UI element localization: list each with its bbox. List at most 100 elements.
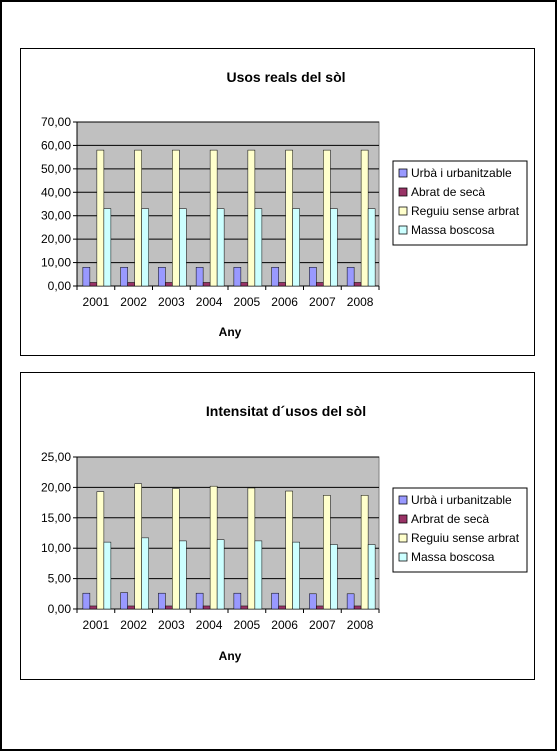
legend-box <box>392 487 528 573</box>
bar <box>103 208 112 287</box>
plot-area: 70,00 60,00 50,00 40,00 30,00 20,00 10,00 0,00 2… <box>41 115 380 309</box>
legend-swatch <box>398 225 408 235</box>
bar <box>158 267 166 287</box>
legend-swatch <box>398 495 408 505</box>
bar <box>165 605 173 610</box>
bar <box>285 149 293 287</box>
bar <box>247 149 256 287</box>
chart-intensitat-usos: Intensitat d´usos del sòl 25,00 20,00 15,0… <box>20 372 535 680</box>
bar <box>202 282 211 287</box>
x-tick-label: 2007 <box>309 618 336 632</box>
x-tick-label: 2003 <box>158 295 185 309</box>
legend-swatch <box>398 514 408 524</box>
bar <box>82 267 91 287</box>
legend-label: Abrat de secà <box>411 185 485 199</box>
bar <box>134 483 142 610</box>
bar <box>165 282 173 287</box>
legend-label: Massa boscosa <box>411 223 495 237</box>
bar <box>82 592 91 610</box>
bar <box>233 267 242 287</box>
legend-swatch <box>398 187 408 197</box>
y-tick-label: 30,00 <box>41 209 71 223</box>
bar <box>285 490 293 610</box>
x-tick-label: 2001 <box>83 295 110 309</box>
bar <box>323 149 331 287</box>
x-tick-label: 2006 <box>271 295 298 309</box>
legend-label: Massa boscosa <box>411 550 495 564</box>
x-tick-label: 2001 <box>83 618 110 632</box>
bar <box>254 208 263 287</box>
legend-swatch <box>398 552 408 562</box>
bar <box>240 605 249 610</box>
y-tick-label: 0,00 <box>48 602 72 616</box>
bar <box>271 592 279 610</box>
bar <box>103 541 112 610</box>
x-tick-label: 2008 <box>347 295 374 309</box>
bar <box>202 605 211 610</box>
bar <box>134 149 142 287</box>
y-tick-label: 70,00 <box>41 115 71 129</box>
bar <box>247 487 256 610</box>
bar <box>172 488 180 610</box>
legend-label: Reguiu sense arbrat <box>411 531 520 545</box>
bar <box>360 149 369 287</box>
bar <box>309 267 317 287</box>
bar <box>346 593 355 610</box>
bar <box>292 208 300 287</box>
x-tick-label: 2007 <box>309 295 336 309</box>
x-tick-label: 2008 <box>347 618 374 632</box>
chart-title: Intensitat d´usos del sòl <box>206 403 366 419</box>
bar <box>158 592 166 610</box>
bar <box>360 495 369 610</box>
legend-swatch <box>398 206 408 216</box>
bar <box>179 208 187 287</box>
x-tick-label: 2002 <box>120 295 147 309</box>
y-tick-label: 25,00 <box>41 450 71 464</box>
plot-area: 25,00 20,00 15,00 10,00 5,00 0,00 2001 2002 2003… <box>41 450 380 632</box>
x-tick-label: 2005 <box>234 295 261 309</box>
y-tick-label: 20,00 <box>41 480 71 494</box>
legend-swatch <box>398 533 408 543</box>
chart-svg: Usos reals del sòl 70,00 60,00 50,00 40,00 3… <box>41 69 528 339</box>
bar <box>316 282 324 287</box>
x-tick-label: 2004 <box>196 618 223 632</box>
bar <box>271 267 279 287</box>
y-tick-label: 10,00 <box>41 256 71 270</box>
bar <box>127 282 135 287</box>
x-tick-label: 2006 <box>271 618 298 632</box>
x-tick-label: 2002 <box>120 618 147 632</box>
legend-label: Urbà i urbanitzable <box>411 166 512 180</box>
y-tick-label: 20,00 <box>41 232 71 246</box>
x-tick-label: 2004 <box>196 295 223 309</box>
legend-swatch <box>398 168 408 178</box>
bar <box>292 541 300 610</box>
y-tick-label: 40,00 <box>41 185 71 199</box>
bar <box>96 491 105 610</box>
legend-label: Urbà i urbanitzable <box>411 493 512 507</box>
bar <box>216 208 225 287</box>
bar <box>240 282 249 287</box>
legend: Urbà i urbanitzable Arbrat de secà Reguiu … <box>392 487 528 573</box>
bar <box>89 605 98 610</box>
y-tick-label: 15,00 <box>41 511 71 525</box>
bar <box>278 605 286 610</box>
bar <box>172 149 180 287</box>
bar <box>316 605 324 610</box>
legend: Urbà i urbanitzable Abrat de secà Reguiu s… <box>392 160 528 246</box>
x-axis-title: Any <box>219 649 242 663</box>
bar <box>278 282 286 287</box>
bar <box>96 149 105 287</box>
bar <box>179 540 187 610</box>
bar <box>309 593 317 610</box>
y-tick-label: 60,00 <box>41 138 71 152</box>
bar <box>195 592 204 610</box>
bar <box>141 537 149 610</box>
y-tick-label: 5,00 <box>48 572 72 586</box>
y-tick-label: 0,00 <box>48 279 72 293</box>
bar <box>141 208 149 287</box>
x-axis-title: Any <box>219 325 242 339</box>
x-tick-label: 2003 <box>158 618 185 632</box>
chart-svg: Intensitat d´usos del sòl 25,00 20,00 15,0… <box>41 403 528 663</box>
bar <box>195 267 204 287</box>
y-tick-label: 50,00 <box>41 162 71 176</box>
